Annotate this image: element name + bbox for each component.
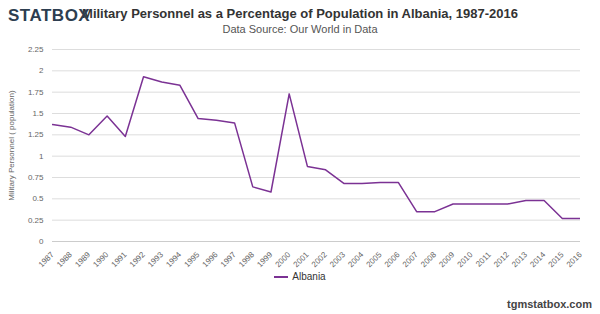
html-text:tgmstatbox.com: tgmstatbox.com — [507, 298, 592, 310]
svg-text:2: 2 — [39, 66, 44, 75]
svg-text:1987: 1987 — [37, 250, 56, 269]
html-text:STATBOX: STATBOX — [8, 6, 91, 25]
svg-text:2012: 2012 — [492, 250, 511, 269]
svg-text:1: 1 — [39, 152, 44, 161]
svg-text:2013: 2013 — [510, 250, 529, 269]
svg-text:2006: 2006 — [383, 250, 402, 269]
svg-text:1994: 1994 — [164, 250, 183, 269]
svg-text:2008: 2008 — [419, 250, 438, 269]
svg-text:0.75: 0.75 — [28, 173, 44, 182]
html-text:Albania: Albania — [292, 271, 326, 282]
svg-text:2010: 2010 — [456, 250, 475, 269]
svg-text:1995: 1995 — [182, 250, 201, 269]
html-text:Military Personnel as a Percen: Military Personnel as a Percentage of Po… — [82, 6, 518, 21]
svg-text:1.25: 1.25 — [28, 130, 44, 139]
svg-text:0.5: 0.5 — [32, 194, 44, 203]
svg-text:2016: 2016 — [565, 250, 584, 269]
svg-text:2011: 2011 — [474, 250, 493, 269]
svg-text:1.75: 1.75 — [28, 88, 44, 97]
svg-text:2001: 2001 — [292, 250, 311, 269]
svg-text:1998: 1998 — [237, 250, 256, 269]
svg-text:2003: 2003 — [328, 250, 347, 269]
svg-text:2004: 2004 — [346, 250, 365, 269]
svg-text:2.25: 2.25 — [28, 45, 44, 54]
svg-text:2007: 2007 — [401, 250, 420, 269]
svg-text:2009: 2009 — [437, 250, 456, 269]
svg-text:1992: 1992 — [128, 250, 147, 269]
svg-text:2014: 2014 — [528, 250, 547, 269]
svg-text:Military Personnel ( populatio: Military Personnel ( population) — [7, 90, 16, 201]
svg-text:2002: 2002 — [310, 250, 329, 269]
svg-text:0: 0 — [39, 237, 44, 246]
svg-text:1990: 1990 — [91, 250, 110, 269]
svg-text:1988: 1988 — [55, 250, 74, 269]
svg-text:1993: 1993 — [146, 250, 165, 269]
svg-text:2015: 2015 — [547, 250, 566, 269]
svg-text:2000: 2000 — [273, 250, 292, 269]
svg-text:1989: 1989 — [73, 250, 92, 269]
svg-text:1996: 1996 — [201, 250, 220, 269]
svg-text:1999: 1999 — [255, 250, 274, 269]
svg-text:1997: 1997 — [219, 250, 238, 269]
svg-text:0.25: 0.25 — [28, 216, 44, 225]
svg-text:2005: 2005 — [365, 250, 384, 269]
svg-text:1.5: 1.5 — [32, 109, 44, 118]
svg-text:1991: 1991 — [110, 250, 129, 269]
html-text:Data Source: Our World in Data: Data Source: Our World in Data — [222, 23, 378, 35]
